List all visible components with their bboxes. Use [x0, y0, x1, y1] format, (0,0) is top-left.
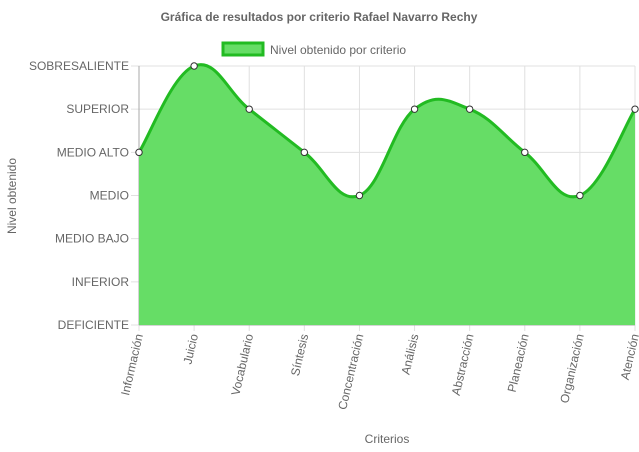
y-tick-label: DEFICIENTE: [58, 318, 129, 332]
data-points: [135, 62, 639, 200]
x-tick-label: Juicio: [180, 332, 201, 365]
y-tick-label: INFERIOR: [72, 275, 130, 289]
data-point[interactable]: [631, 105, 639, 113]
x-tick-label: Organización: [557, 333, 587, 405]
data-point[interactable]: [135, 148, 143, 157]
y-tick-label: SUPERIOR: [66, 102, 129, 116]
data-point[interactable]: [300, 148, 309, 157]
legend-swatch: [221, 41, 265, 57]
y-tick-label: MEDIO ALTO: [57, 145, 129, 159]
x-tick-label: Síntesis: [288, 333, 311, 378]
y-axis-title: Nivel obtenido: [5, 158, 19, 234]
data-point[interactable]: [410, 105, 419, 113]
x-tick-label: Análisis: [399, 333, 422, 376]
legend-label: Nivel obtenido por criterio: [270, 43, 406, 57]
x-axis-title: Criterios: [365, 432, 410, 446]
y-tick-label: MEDIO: [90, 189, 129, 203]
x-axis-ticks: Información Juicio Vocabulario Síntesis Conc…: [118, 332, 639, 411]
y-tick-label: MEDIO BAJO: [55, 232, 129, 246]
series-line: [137, 63, 637, 199]
y-tick-label: SOBRESALIENTE: [29, 59, 129, 73]
area-fill: [139, 64, 635, 326]
plot-area: [137, 63, 637, 326]
x-tick-label: Planeación: [505, 333, 532, 394]
data-point[interactable]: [576, 191, 584, 200]
y-axis-ticks: DEFICIENTE INFERIOR MEDIO BAJO MEDIO MEDIO A…: [29, 59, 129, 332]
data-point[interactable]: [245, 105, 253, 113]
x-tick-label: Abstracción: [449, 333, 477, 397]
data-point[interactable]: [355, 191, 364, 200]
data-point[interactable]: [190, 62, 198, 70]
x-tick-label: Vocabulario: [228, 332, 256, 397]
data-point[interactable]: [465, 105, 474, 113]
x-tick-label: Información: [118, 333, 146, 397]
data-point[interactable]: [521, 148, 529, 157]
legend[interactable]: Nivel obtenido por criterio: [221, 41, 406, 57]
chart-title: Gráfica de resultados por criterio Rafae…: [161, 10, 478, 24]
x-tick-label: Concentración: [335, 333, 366, 412]
x-tick-label: Atención: [618, 333, 639, 382]
